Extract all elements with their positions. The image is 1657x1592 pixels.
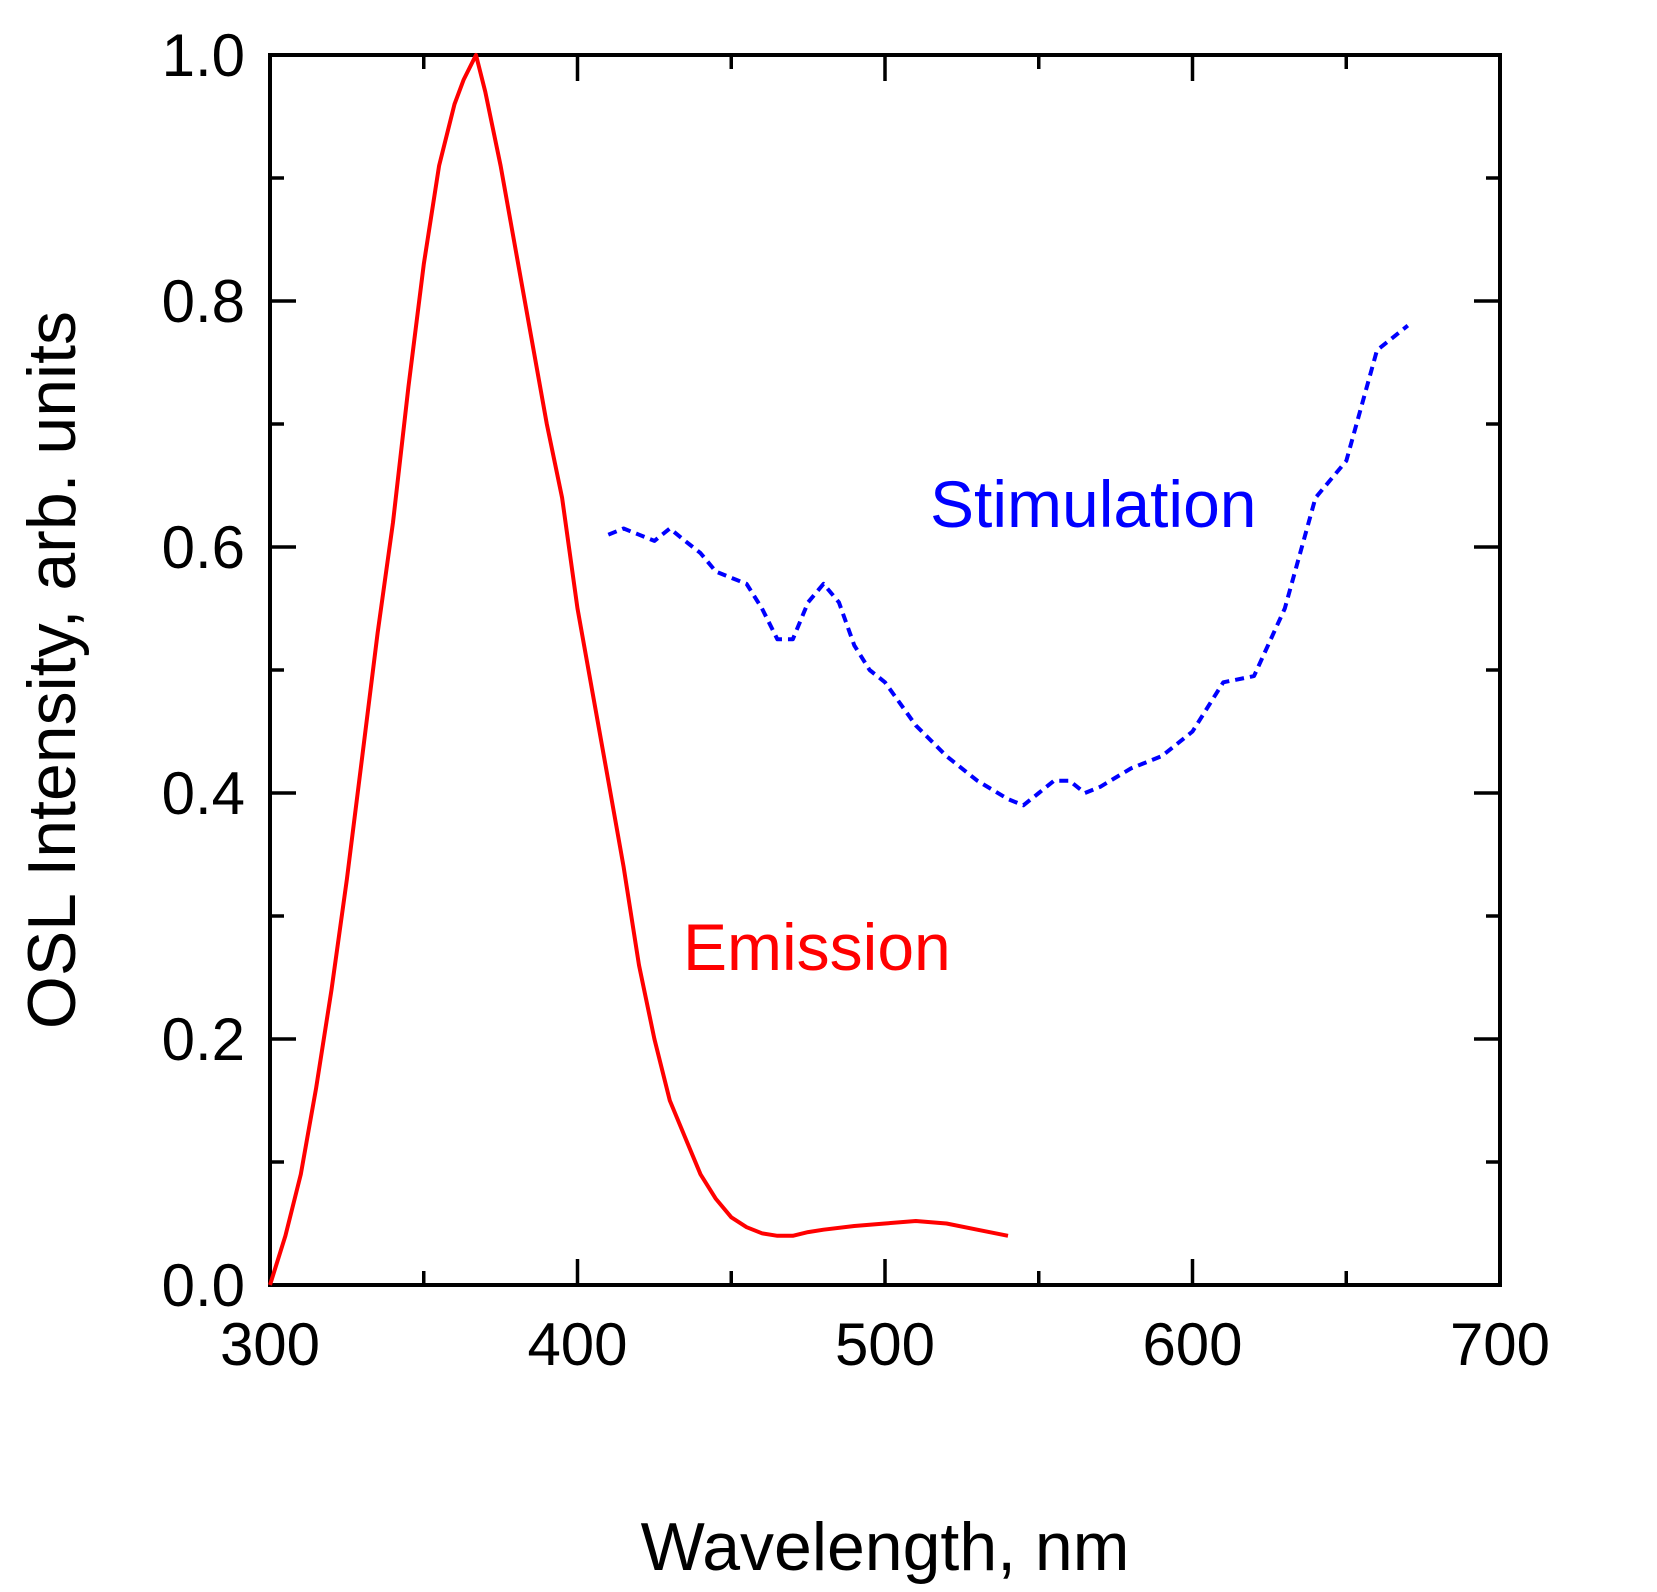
- plot-frame: [268, 53, 1502, 1287]
- x-tick-label: 600: [1142, 1311, 1242, 1378]
- x-axis-title: Wavelength, nm: [641, 1509, 1130, 1585]
- x-tick-label: 700: [1450, 1311, 1550, 1378]
- stimulation-series-line: [607, 324, 1410, 808]
- x-tick-label: 400: [527, 1311, 627, 1378]
- y-axis-title: OSL Intensity, arb. units: [14, 311, 90, 1029]
- y-tick-label: 0.4: [162, 760, 245, 827]
- y-tick-label: 0.6: [162, 514, 245, 581]
- x-tick-label: 500: [835, 1311, 935, 1378]
- stimulation-series-label: Stimulation: [930, 467, 1257, 541]
- emission-series-label: Emission: [683, 910, 951, 984]
- y-tick-label: 0.2: [162, 1006, 245, 1073]
- y-tick-label: 1.0: [162, 22, 245, 89]
- x-tick-label: 300: [220, 1311, 320, 1378]
- emission-series-line: [268, 53, 1009, 1286]
- y-tick-label: 0.8: [162, 268, 245, 335]
- y-tick-label: 0.0: [162, 1252, 245, 1319]
